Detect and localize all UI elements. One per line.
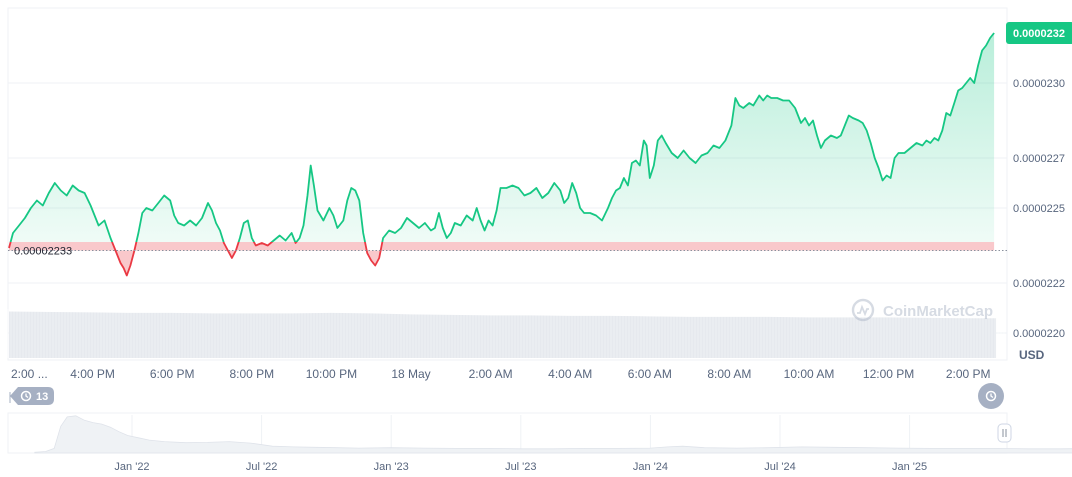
x-tick-label: 8:00 PM xyxy=(229,367,274,381)
x-tick-label: 4:00 PM xyxy=(70,367,115,381)
current-price-label: 0.0000232 xyxy=(1013,28,1065,40)
history-icon xyxy=(20,390,32,402)
overview-tick-label: Jan '24 xyxy=(633,461,668,473)
x-tick-label: 18 May xyxy=(391,367,430,381)
plot-frame xyxy=(7,7,1008,361)
x-tick-label: 10:00 AM xyxy=(784,367,835,381)
coinmarketcap-logo-icon xyxy=(851,298,875,322)
y-tick-label: 0.0000227 xyxy=(1013,153,1065,165)
overview-tick-label: Jan '22 xyxy=(114,461,149,473)
y-tick-label: 0.0000222 xyxy=(1013,278,1065,290)
price-area-fill xyxy=(10,33,995,242)
currency-label: USD xyxy=(1019,348,1045,362)
baseline-label: 0.00002233 xyxy=(14,246,72,258)
price-line xyxy=(9,32,995,242)
clock-icon xyxy=(985,390,997,402)
overview-area xyxy=(34,415,1072,454)
y-tick-label: 0.0000220 xyxy=(1013,328,1065,340)
x-tick-label: 4:00 AM xyxy=(548,367,592,381)
x-tick-label: 12:00 PM xyxy=(863,367,914,381)
x-tick-label: 10:00 PM xyxy=(306,367,357,381)
overview-right-grip[interactable] xyxy=(997,423,1012,443)
overview-tick-label: Jan '25 xyxy=(892,461,927,473)
overview-tick-label: Jul '23 xyxy=(505,461,536,473)
x-tick-label: 8:00 AM xyxy=(707,367,751,381)
overview-navigator[interactable] xyxy=(7,412,1072,454)
coinmarketcap-watermark: CoinMarketCap xyxy=(851,298,993,322)
x-axis: 2:00 ... 4:00 PM 6:00 PM 8:00 PM 10:00 PM 18 … xyxy=(11,367,991,381)
range-start-count: 13 xyxy=(36,391,48,403)
y-tick-label: 0.0000225 xyxy=(1013,203,1065,215)
overview-tick-label: Jan '23 xyxy=(374,461,409,473)
range-start-handle-body[interactable] xyxy=(10,387,54,405)
current-price-badge: 0.0000232 xyxy=(1006,22,1072,44)
y-tick-label: 0.0000230 xyxy=(1013,78,1065,90)
x-tick-label: 6:00 AM xyxy=(628,367,672,381)
range-start-handle[interactable]: 13 xyxy=(9,387,54,405)
x-tick-label: 6:00 PM xyxy=(150,367,195,381)
range-end-handle[interactable] xyxy=(978,383,1004,409)
x-tick-label: 2:00 AM xyxy=(469,367,513,381)
x-tick-label: 2:00 ... xyxy=(11,367,48,381)
x-tick-label: 2:00 PM xyxy=(946,367,991,381)
overview-tick-label: Jul '22 xyxy=(246,461,277,473)
overview-x-axis: Jan '22 Jul '22 Jan '23 Jul '23 Jan '24 Jul '… xyxy=(114,461,927,473)
y-axis: 0.0000230 0.0000227 0.0000225 0.0000222 0.00… xyxy=(1013,78,1065,340)
overview-tick-label: Jul '24 xyxy=(764,461,795,473)
volume-bars xyxy=(7,309,1005,358)
watermark-text: CoinMarketCap xyxy=(883,303,993,320)
